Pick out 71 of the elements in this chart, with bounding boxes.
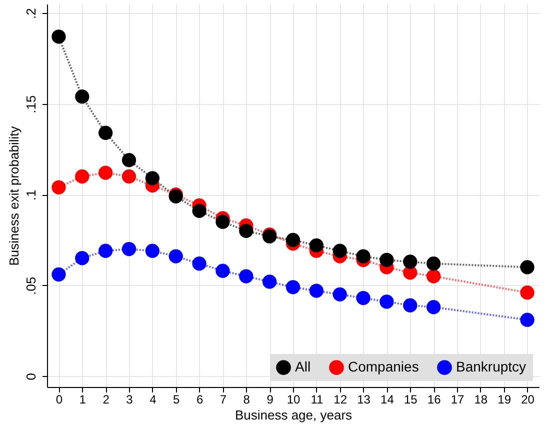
- y-tick-label: .15: [24, 95, 38, 114]
- legend-label: All: [295, 358, 311, 375]
- point: [52, 267, 66, 282]
- point: [520, 286, 534, 300]
- x-tick-label: 5: [173, 392, 180, 406]
- point: [262, 274, 277, 289]
- point: [122, 242, 136, 256]
- x-tick-label: 17: [450, 392, 464, 406]
- x-tick-label: 18: [474, 392, 488, 406]
- y-tick-label: .2: [24, 8, 38, 19]
- point: [168, 249, 183, 264]
- point: [98, 126, 113, 140]
- legend-label: Bankruptcy: [456, 358, 526, 375]
- x-tick-label: 3: [126, 392, 134, 406]
- y-tick-label: 0: [24, 372, 38, 380]
- point: [380, 294, 394, 309]
- point: [426, 256, 441, 271]
- point: [520, 312, 534, 327]
- point: [309, 238, 324, 252]
- point: [426, 269, 441, 284]
- point: [75, 169, 90, 184]
- x-tick-label: 4: [150, 392, 157, 406]
- point: [286, 232, 300, 248]
- point: [216, 214, 230, 229]
- point: [239, 269, 254, 284]
- point: [216, 264, 230, 278]
- point: [145, 171, 160, 186]
- x-tick-label: 1: [79, 392, 86, 406]
- point: [286, 280, 300, 294]
- x-tick-label: 8: [243, 392, 250, 406]
- x-tick-label: 6: [196, 392, 204, 406]
- point: [192, 256, 206, 271]
- x-tick-label: 0: [56, 392, 63, 406]
- point: [52, 180, 66, 194]
- point: [98, 166, 113, 180]
- point: [309, 284, 324, 298]
- point: [145, 244, 160, 258]
- x-tick-label: 2: [102, 392, 110, 406]
- x-tick-label: 19: [498, 392, 512, 406]
- x-tick-label: 12: [334, 392, 348, 406]
- x-tick-label: 16: [427, 392, 442, 406]
- point: [122, 153, 136, 168]
- point: [332, 287, 347, 302]
- legend-label: Companies: [348, 358, 419, 375]
- x-tick-label: 15: [404, 392, 418, 406]
- point: [380, 252, 394, 267]
- x-tick-label: 11: [310, 392, 324, 406]
- point: [520, 260, 534, 274]
- x-tick-label: 13: [357, 392, 371, 406]
- point: [192, 204, 206, 218]
- x-axis-title: Business age, years: [234, 408, 353, 422]
- point: [356, 291, 370, 306]
- point: [239, 224, 254, 238]
- point: [426, 300, 441, 314]
- point: [98, 244, 113, 258]
- point: [52, 30, 66, 44]
- y-axis-title: Business exit probability: [6, 126, 22, 266]
- x-tick-label: 10: [286, 392, 300, 406]
- point: [403, 254, 418, 269]
- point: [75, 90, 90, 104]
- point: [122, 169, 136, 184]
- x-tick-label: 7: [220, 392, 227, 406]
- x-tick-label: 14: [380, 392, 394, 406]
- point: [356, 249, 370, 264]
- point: [403, 298, 418, 312]
- x-tick-label: 9: [266, 392, 274, 406]
- y-tick-label: .1: [24, 190, 38, 201]
- point: [332, 244, 347, 258]
- y-tick-label: .05: [24, 276, 38, 295]
- x-tick-label: 20: [521, 392, 535, 406]
- point: [75, 251, 90, 266]
